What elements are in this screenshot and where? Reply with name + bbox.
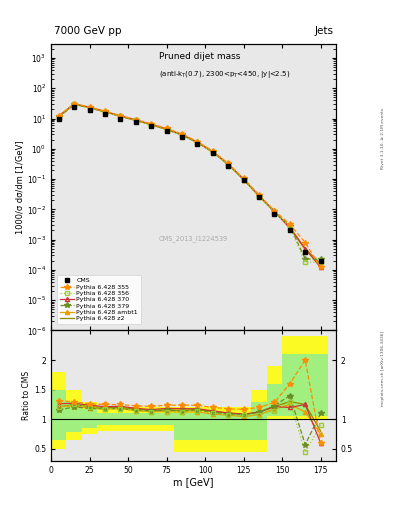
Y-axis label: 1000/σ dσ/dm [1/GeV]: 1000/σ dσ/dm [1/GeV] (15, 140, 24, 234)
Text: 7000 GeV pp: 7000 GeV pp (54, 26, 121, 36)
Text: mcplots.cern.ch [arXiv:1306.3436]: mcplots.cern.ch [arXiv:1306.3436] (381, 331, 385, 406)
X-axis label: m [GeV]: m [GeV] (173, 477, 214, 487)
Text: Pruned dijet mass: Pruned dijet mass (160, 52, 241, 61)
Legend: CMS, Pythia 6.428 355, Pythia 6.428 356, Pythia 6.428 370, Pythia 6.428 379, Pyt: CMS, Pythia 6.428 355, Pythia 6.428 356,… (57, 275, 141, 325)
Text: CMS_2013_I1224539: CMS_2013_I1224539 (159, 235, 228, 242)
Text: (anti-k$_\mathregular{T}$(0.7), 2300<p$_\mathregular{T}$<450, |y|<2.5): (anti-k$_\mathregular{T}$(0.7), 2300<p$_… (160, 69, 290, 80)
Text: Rivet 3.1.10, ≥ 2.1M events: Rivet 3.1.10, ≥ 2.1M events (381, 108, 385, 169)
Y-axis label: Ratio to CMS: Ratio to CMS (22, 371, 31, 420)
Text: Jets: Jets (314, 26, 333, 36)
